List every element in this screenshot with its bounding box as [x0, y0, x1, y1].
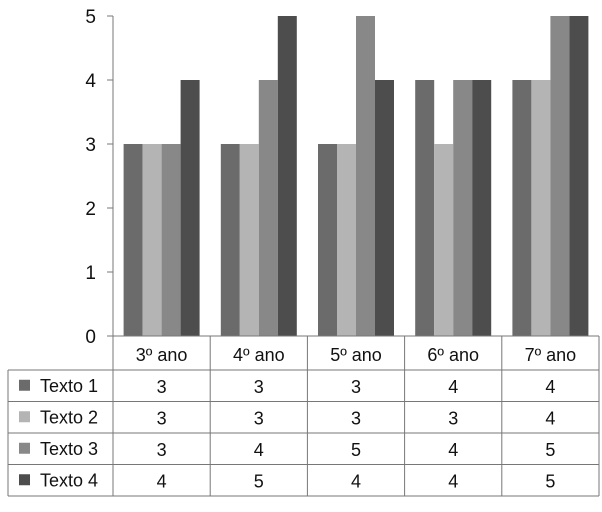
- table-cell-value: 3: [254, 408, 264, 428]
- legend-swatch: [19, 474, 30, 486]
- table-cell-value: 3: [157, 377, 167, 397]
- bar: [258, 80, 278, 336]
- table-cell-value: 5: [545, 471, 555, 491]
- table-cell-value: 4: [545, 408, 555, 428]
- table-cell-value: 3: [351, 408, 361, 428]
- y-tick-label: 2: [85, 199, 96, 220]
- axis-layer: 0 1 2 3 4 5: [85, 7, 114, 348]
- table-cell-value: 4: [545, 377, 555, 397]
- data-table: 3º ano 4º ano 5º ano 6º ano 7º ano Texto 1 3 3 3…: [7, 335, 600, 497]
- table-cell-value: 4: [351, 471, 361, 491]
- table-cell-value: 5: [351, 440, 361, 460]
- bar: [277, 16, 297, 336]
- x-tick-label: 5º ano: [330, 345, 382, 365]
- y-tick-label: 5: [85, 7, 96, 28]
- legend-label: Texto 2: [40, 407, 98, 427]
- table-cell-value: 4: [448, 440, 458, 460]
- bar: [123, 144, 143, 336]
- table-cell-value: 4: [448, 377, 458, 397]
- legend-label: Texto 1: [40, 376, 98, 396]
- bar: [180, 80, 200, 336]
- x-tick-label: 7º ano: [525, 345, 577, 365]
- bar: [239, 144, 259, 336]
- legend-swatch: [19, 379, 30, 391]
- x-tick-label: 4º ano: [233, 345, 285, 365]
- bar: [472, 80, 492, 336]
- legend-swatch: [19, 411, 30, 423]
- bar: [356, 16, 375, 336]
- y-tick-label: 4: [85, 71, 96, 92]
- bar: [318, 144, 337, 336]
- legend-label: Texto 4: [40, 470, 98, 490]
- y-tick-label: 1: [85, 263, 96, 284]
- table-cell-value: 3: [448, 408, 458, 428]
- table-cell-value: 3: [351, 377, 361, 397]
- y-tick-label: 3: [85, 135, 96, 156]
- table-cell-value: 4: [254, 440, 264, 460]
- bar: [375, 80, 394, 336]
- table-cell-value: 4: [157, 471, 167, 491]
- bar: [453, 80, 473, 336]
- x-tick-label: 3º ano: [136, 345, 188, 365]
- bar: [512, 80, 532, 336]
- bar: [531, 80, 551, 336]
- table-cell-value: 3: [157, 440, 167, 460]
- bar: [142, 144, 162, 336]
- table-cell-value: 5: [545, 440, 555, 460]
- bar: [161, 144, 181, 336]
- table-cell-value: 5: [254, 471, 264, 491]
- bar: [415, 80, 435, 336]
- legend-swatch: [19, 442, 30, 454]
- bar: [337, 144, 356, 336]
- table-cell-value: 3: [157, 408, 167, 428]
- table-cell-value: 4: [448, 471, 458, 491]
- bar: [434, 144, 454, 336]
- x-tick-label: 6º ano: [427, 345, 479, 365]
- table-cell-value: 3: [254, 377, 264, 397]
- bar: [220, 144, 240, 336]
- bars-layer: [123, 16, 589, 336]
- bar: [569, 16, 589, 336]
- bar: [550, 16, 570, 336]
- legend-label: Texto 3: [40, 439, 98, 459]
- y-tick-label: 0: [85, 327, 96, 348]
